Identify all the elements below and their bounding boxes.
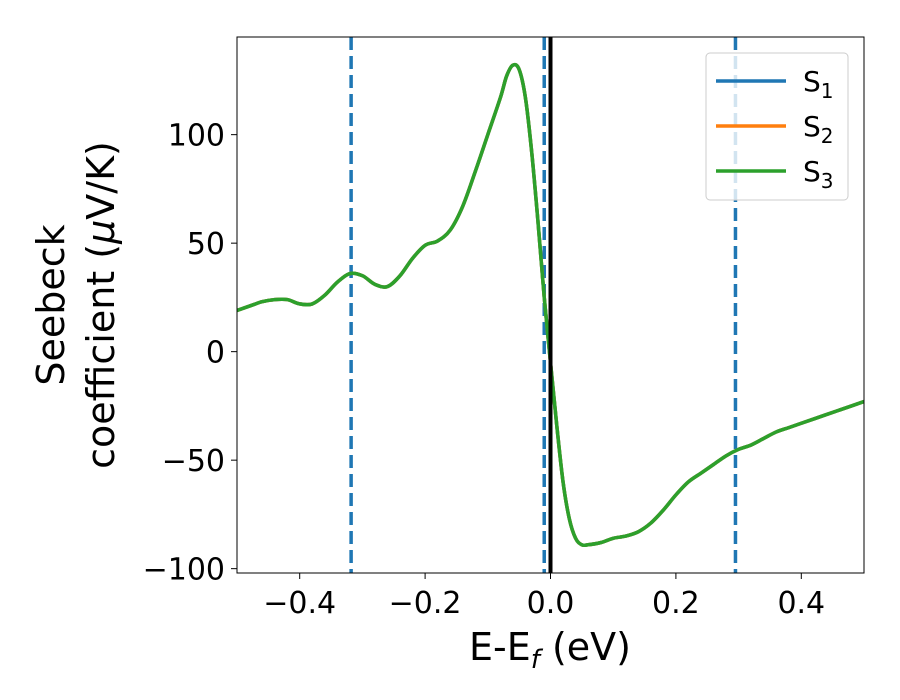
legend: S1 S2 S3 — [705, 52, 849, 201]
x-axis-label: E-Ef (eV) — [469, 625, 631, 675]
y-tick-label: −50 — [162, 444, 225, 479]
y-axis-label-line2: coefficient (μV/K) — [79, 141, 123, 469]
series-line-s3 — [237, 62, 864, 548]
y-tick-label: 0 — [206, 336, 225, 371]
legend-label-s3: S3 — [803, 155, 834, 193]
x-tick-label: 0.4 — [777, 586, 825, 621]
y-tick-label: 100 — [168, 119, 225, 154]
x-tick-label: 0.2 — [652, 586, 700, 621]
y-tick-label: −100 — [143, 553, 225, 588]
legend-label-s1: S1 — [803, 65, 834, 103]
plot-area — [237, 37, 864, 573]
x-tick-label: 0.0 — [527, 586, 575, 621]
y-axis-label: Seebeck coefficient (μV/K) — [29, 141, 123, 469]
axis-ticks: −0.4 −0.2 0.0 0.2 0.4 −100 −50 0 50 100 — [143, 119, 826, 621]
axes-frame — [236, 36, 865, 574]
x-tick-label: −0.4 — [263, 586, 336, 621]
y-tick-label: 50 — [187, 227, 225, 262]
legend-label-s2: S2 — [803, 110, 834, 148]
y-axis-label-line1: Seebeck — [29, 224, 73, 385]
x-tick-label: −0.2 — [389, 586, 462, 621]
